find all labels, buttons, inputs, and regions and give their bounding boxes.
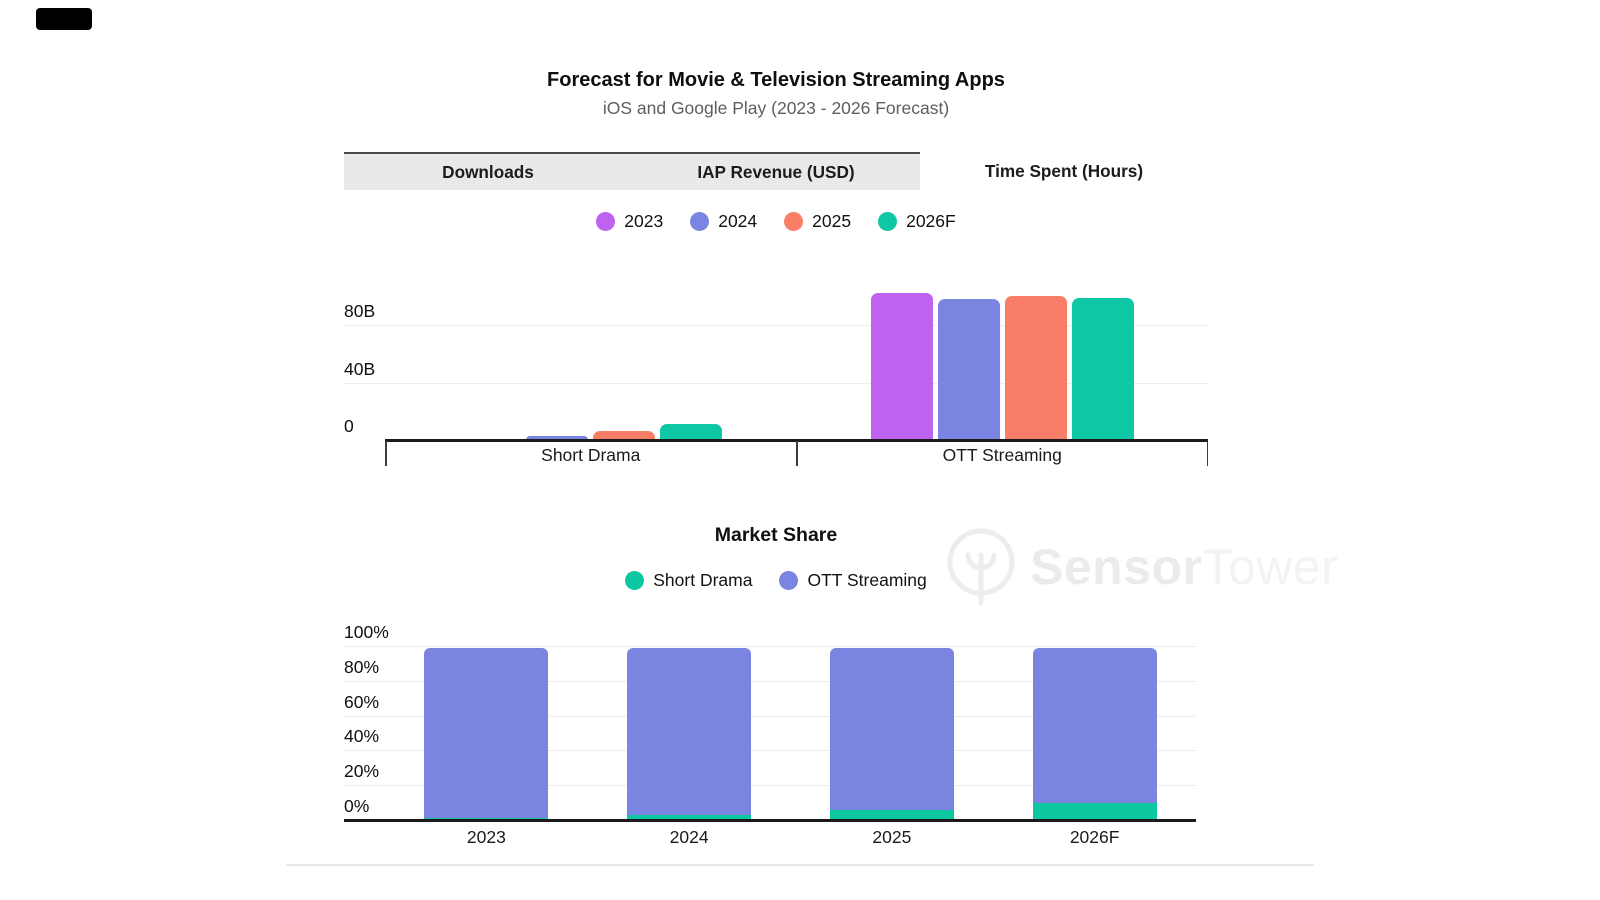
category-label: 2023 — [466, 827, 506, 847]
legend-item-ott-streaming[interactable]: OTT Streaming — [779, 569, 927, 591]
legend-dot-icon — [779, 570, 799, 590]
stacked-bar-2023 — [424, 647, 549, 820]
bar-2026f-ott-streaming — [1071, 297, 1134, 440]
segment-ott-streaming — [424, 647, 549, 819]
legend-label: 2026F — [906, 210, 956, 231]
gridline — [344, 646, 1196, 647]
tab-time-spent-hours[interactable]: Time Spent (Hours) — [920, 149, 1208, 194]
time-spent-chart: SensorTower Short Drama OTT Streaming 0 40… — [344, 255, 1338, 606]
market-share-title: Market Share — [714, 524, 838, 546]
gridline — [344, 382, 1208, 384]
y-axis-tick-label: 0 — [344, 416, 354, 436]
category-label: Short Drama — [541, 445, 641, 465]
legend-item-2023[interactable]: 2023 — [596, 211, 663, 232]
metric-tab-bar: Downloads IAP Revenue (USD) Time Spent (Ho… — [344, 149, 1208, 194]
x-axis-tick — [1206, 441, 1208, 466]
y-axis-tick-label: 80B — [344, 301, 376, 321]
category-label: 2024 — [669, 827, 709, 847]
time-spent-category-labels: Short Drama OTT Streaming — [385, 445, 1208, 466]
x-axis-line — [344, 819, 1196, 822]
x-axis-line — [385, 439, 1208, 442]
corner-black-box — [36, 8, 92, 30]
x-axis-tick — [796, 441, 798, 466]
legend-label: 2023 — [624, 210, 664, 231]
legend-dot-icon — [625, 570, 645, 590]
stack-slot-2024 — [588, 608, 791, 820]
legend-dot-icon — [690, 211, 710, 231]
y-axis-tick-label: 20% — [344, 761, 380, 782]
bar-2025-ott-streaming — [1004, 296, 1067, 440]
legend-market-share: Short Drama OTT Streaming — [344, 566, 1208, 594]
category-label: OTT Streaming — [942, 445, 1062, 465]
tab-downloads[interactable]: Downloads — [442, 161, 534, 182]
page-title: Forecast for Movie & Television Streamin… — [547, 69, 1005, 91]
category-label: 2026F — [1069, 827, 1120, 847]
legend-label: 2024 — [718, 210, 758, 231]
segment-short-drama — [627, 814, 752, 820]
stacked-bar-2025 — [829, 647, 954, 820]
watermark-text-bold: Sensor — [1030, 539, 1203, 595]
y-axis-tick-label: 40B — [344, 358, 376, 379]
page-subtitle: iOS and Google Play (2023 - 2026 Forecas… — [602, 98, 950, 118]
stack-slot-2025 — [791, 608, 994, 820]
bottom-divider — [286, 864, 1314, 866]
sensortower-logo-icon — [947, 528, 1015, 606]
bar-2024-ott-streaming — [937, 299, 1000, 440]
segment-short-drama — [1032, 802, 1157, 820]
gridline — [344, 785, 1196, 787]
sensortower-watermark: SensorTower — [944, 525, 1338, 609]
bar-group-short-drama — [385, 255, 797, 440]
y-axis-tick-label: 100% — [344, 622, 389, 642]
segment-ott-streaming — [627, 647, 752, 815]
watermark-text-light: Tower — [1202, 539, 1339, 595]
category-label: 2025 — [872, 827, 912, 847]
bar-2025-short-drama — [593, 431, 656, 440]
market-share-category-labels: 2023 2024 2025 2026F — [385, 827, 1196, 848]
legend-dot-icon — [784, 211, 804, 231]
legend-label: 2025 — [812, 210, 852, 231]
legend-label: OTT Streaming — [807, 569, 927, 590]
y-axis-tick-label: 60% — [344, 691, 380, 712]
legend-dot-icon — [596, 211, 616, 231]
segment-ott-streaming — [1032, 647, 1157, 803]
legend-item-short-drama[interactable]: Short Drama — [625, 570, 752, 591]
legend-item-2024[interactable]: 2024 — [690, 211, 757, 232]
stack-slot-2023 — [385, 608, 588, 820]
y-axis-tick-label: 0% — [344, 796, 370, 816]
bar-2023-ott-streaming — [870, 293, 933, 440]
y-axis-tick-label: 40% — [344, 726, 380, 747]
stacked-bar-2026f — [1032, 647, 1157, 820]
gridline — [344, 715, 1196, 717]
gridline — [344, 750, 1196, 752]
segment-short-drama — [829, 809, 954, 820]
legend-dot-icon — [878, 211, 898, 231]
gridline — [344, 325, 1208, 326]
x-axis-tick — [385, 441, 387, 466]
bar-group-ott-streaming — [797, 255, 1209, 440]
tab-iap-revenue-usd[interactable]: IAP Revenue (USD) — [697, 161, 855, 182]
legend-label: Short Drama — [653, 569, 753, 590]
legend-years: 2023 2024 2025 2026F — [344, 207, 1208, 235]
bar-2026f-short-drama — [660, 424, 723, 440]
market-share-plot — [385, 608, 1196, 820]
y-axis-tick-label: 80% — [344, 656, 380, 677]
legend-item-2026f[interactable]: 2026F — [878, 211, 956, 232]
time-spent-plot — [385, 255, 1208, 440]
legend-item-2025[interactable]: 2025 — [784, 211, 851, 232]
bar-2024-short-drama — [526, 435, 589, 440]
segment-ott-streaming — [829, 647, 954, 810]
stack-slot-2026f — [993, 608, 1196, 820]
gridline — [344, 680, 1196, 682]
stacked-bar-2024 — [627, 647, 752, 820]
